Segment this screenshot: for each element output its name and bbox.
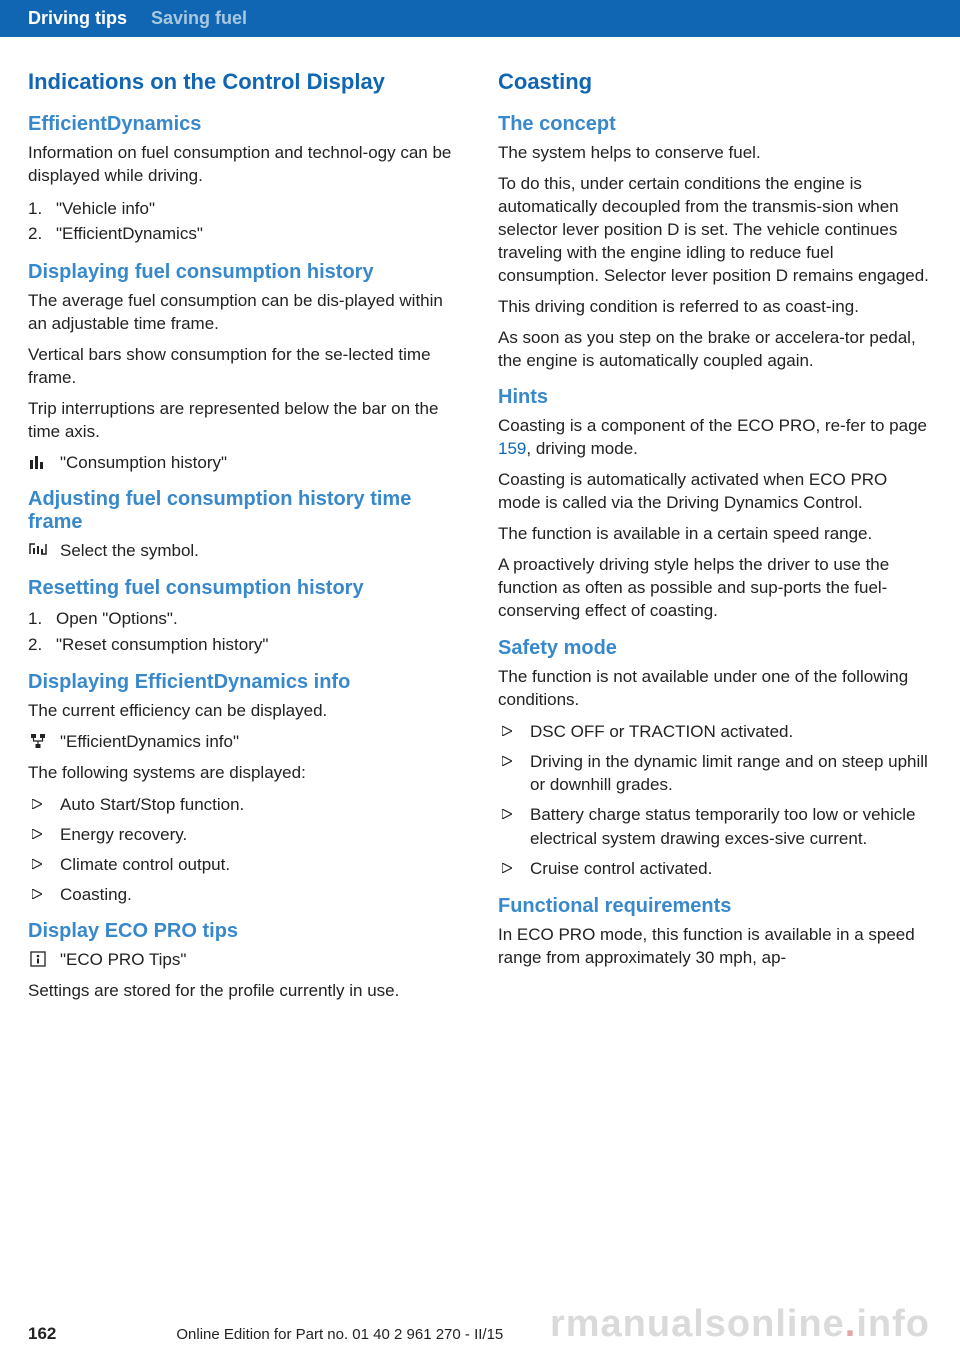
list-item: Cruise control activated. (498, 857, 932, 881)
list-item-label: Driving in the dynamic limit range and o… (530, 752, 928, 795)
heading-ed-info: Displaying EfficientDynamics info (28, 671, 462, 694)
triangle-icon (32, 829, 42, 839)
text-body: A proactively driving style helps the dr… (498, 554, 932, 623)
list-item: 2."EfficientDynamics" (28, 221, 462, 247)
icon-line: "EfficientDynamics info" (28, 731, 462, 754)
triangle-icon (32, 889, 42, 899)
list-item-label: "Vehicle info" (56, 199, 155, 218)
text-body: Coasting is a component of the ECO PRO, … (498, 415, 932, 461)
heading-indications: Indications on the Control Display (28, 69, 462, 95)
text-body: In ECO PRO mode, this function is availa… (498, 924, 932, 970)
text-ed-intro: Information on fuel consumption and tech… (28, 142, 462, 188)
icon-line: "ECO PRO Tips" (28, 949, 462, 972)
icon-line: Select the symbol. (28, 540, 462, 563)
list-item-label: "Reset consumption history" (56, 635, 268, 654)
text-body: The current efficiency can be displayed. (28, 700, 462, 723)
list-item-label: Energy recovery. (60, 825, 187, 844)
footer: 162 Online Edition for Part no. 01 40 2 … (0, 1324, 960, 1344)
text-body: The average fuel consumption can be dis‐… (28, 290, 462, 336)
right-column: Coasting The concept The system helps to… (498, 69, 932, 1011)
list-item: 1.Open "Options". (28, 606, 462, 632)
triangle-icon (502, 756, 512, 766)
triangle-icon (32, 859, 42, 869)
triangle-icon (502, 863, 512, 873)
heading-functional-req: Functional requirements (498, 895, 932, 918)
content-area: Indications on the Control Display Effic… (0, 37, 960, 1011)
header-bar: Driving tips Saving fuel (0, 0, 960, 37)
timeframe-icon (28, 540, 48, 556)
text-body: As soon as you step on the brake or acce… (498, 327, 932, 373)
text-span: Coasting is a component of the ECO PRO, … (498, 416, 927, 435)
text-body: The system helps to conserve fuel. (498, 142, 932, 165)
list-item-label: Auto Start/Stop function. (60, 795, 244, 814)
list-item: Coasting. (28, 883, 462, 907)
text-body: Trip interruptions are represented below… (28, 398, 462, 444)
triangle-icon (502, 809, 512, 819)
list-item: 1."Vehicle info" (28, 196, 462, 222)
list-item: Battery charge status temporarily too lo… (498, 803, 932, 851)
list-item-label: "EfficientDynamics" (56, 224, 203, 243)
text-body: The function is not available under one … (498, 666, 932, 712)
tab-driving-tips: Driving tips (28, 8, 127, 29)
heading-reset-history: Resetting fuel consumption history (28, 577, 462, 600)
info-icon (28, 949, 48, 967)
page-number: 162 (28, 1324, 56, 1344)
bars-icon (28, 452, 48, 470)
list-item: DSC OFF or TRACTION activated. (498, 720, 932, 744)
text-body: Vertical bars show consumption for the s… (28, 344, 462, 390)
edition-text: Online Edition for Part no. 01 40 2 961 … (176, 1326, 503, 1343)
heading-adjust-timeframe: Adjusting fuel consumption history time … (28, 488, 462, 534)
list-item-label: DSC OFF or TRACTION activated. (530, 722, 793, 741)
list-item-label: Cruise control activated. (530, 859, 712, 878)
tab-saving-fuel: Saving fuel (151, 8, 247, 29)
heading-eco-pro-tips: Display ECO PRO tips (28, 920, 462, 943)
list-item: Driving in the dynamic limit range and o… (498, 750, 932, 798)
list-item-label: Open "Options". (56, 609, 178, 628)
icon-line: "Consumption history" (28, 452, 462, 475)
icon-line-label: "Consumption history" (60, 452, 227, 475)
list-ed-steps: 1."Vehicle info" 2."EfficientDynamics" (28, 196, 462, 247)
text-body: This driving condition is referred to as… (498, 296, 932, 319)
list-reset-steps: 1.Open "Options". 2."Reset consumption h… (28, 606, 462, 657)
heading-efficientdynamics: EfficientDynamics (28, 113, 462, 136)
list-item: Climate control output. (28, 853, 462, 877)
list-item: Auto Start/Stop function. (28, 793, 462, 817)
heading-hints: Hints (498, 386, 932, 409)
icon-line-label: Select the symbol. (60, 540, 199, 563)
triangle-icon (32, 799, 42, 809)
text-body: Settings are stored for the profile curr… (28, 980, 462, 1003)
icon-line-label: "EfficientDynamics info" (60, 731, 239, 754)
heading-fuel-history: Displaying fuel consumption history (28, 261, 462, 284)
list-item-label: Battery charge status temporarily too lo… (530, 805, 916, 848)
bullet-list-systems: Auto Start/Stop function. Energy recover… (28, 793, 462, 906)
list-item: Energy recovery. (28, 823, 462, 847)
heading-safety-mode: Safety mode (498, 637, 932, 660)
text-body: Coasting is automatically activated when… (498, 469, 932, 515)
page-link-159[interactable]: 159 (498, 439, 526, 458)
text-span: , driving mode. (526, 439, 638, 458)
heading-concept: The concept (498, 113, 932, 136)
list-item-label: Coasting. (60, 885, 132, 904)
bullet-list-safety: DSC OFF or TRACTION activated. Driving i… (498, 720, 932, 881)
flow-icon (28, 731, 48, 749)
list-item: 2."Reset consumption history" (28, 632, 462, 658)
icon-line-label: "ECO PRO Tips" (60, 949, 186, 972)
heading-coasting: Coasting (498, 69, 932, 95)
text-body: The following systems are displayed: (28, 762, 462, 785)
left-column: Indications on the Control Display Effic… (28, 69, 462, 1011)
triangle-icon (502, 726, 512, 736)
text-body: To do this, under certain conditions the… (498, 173, 932, 288)
text-body: The function is available in a certain s… (498, 523, 932, 546)
list-item-label: Climate control output. (60, 855, 230, 874)
